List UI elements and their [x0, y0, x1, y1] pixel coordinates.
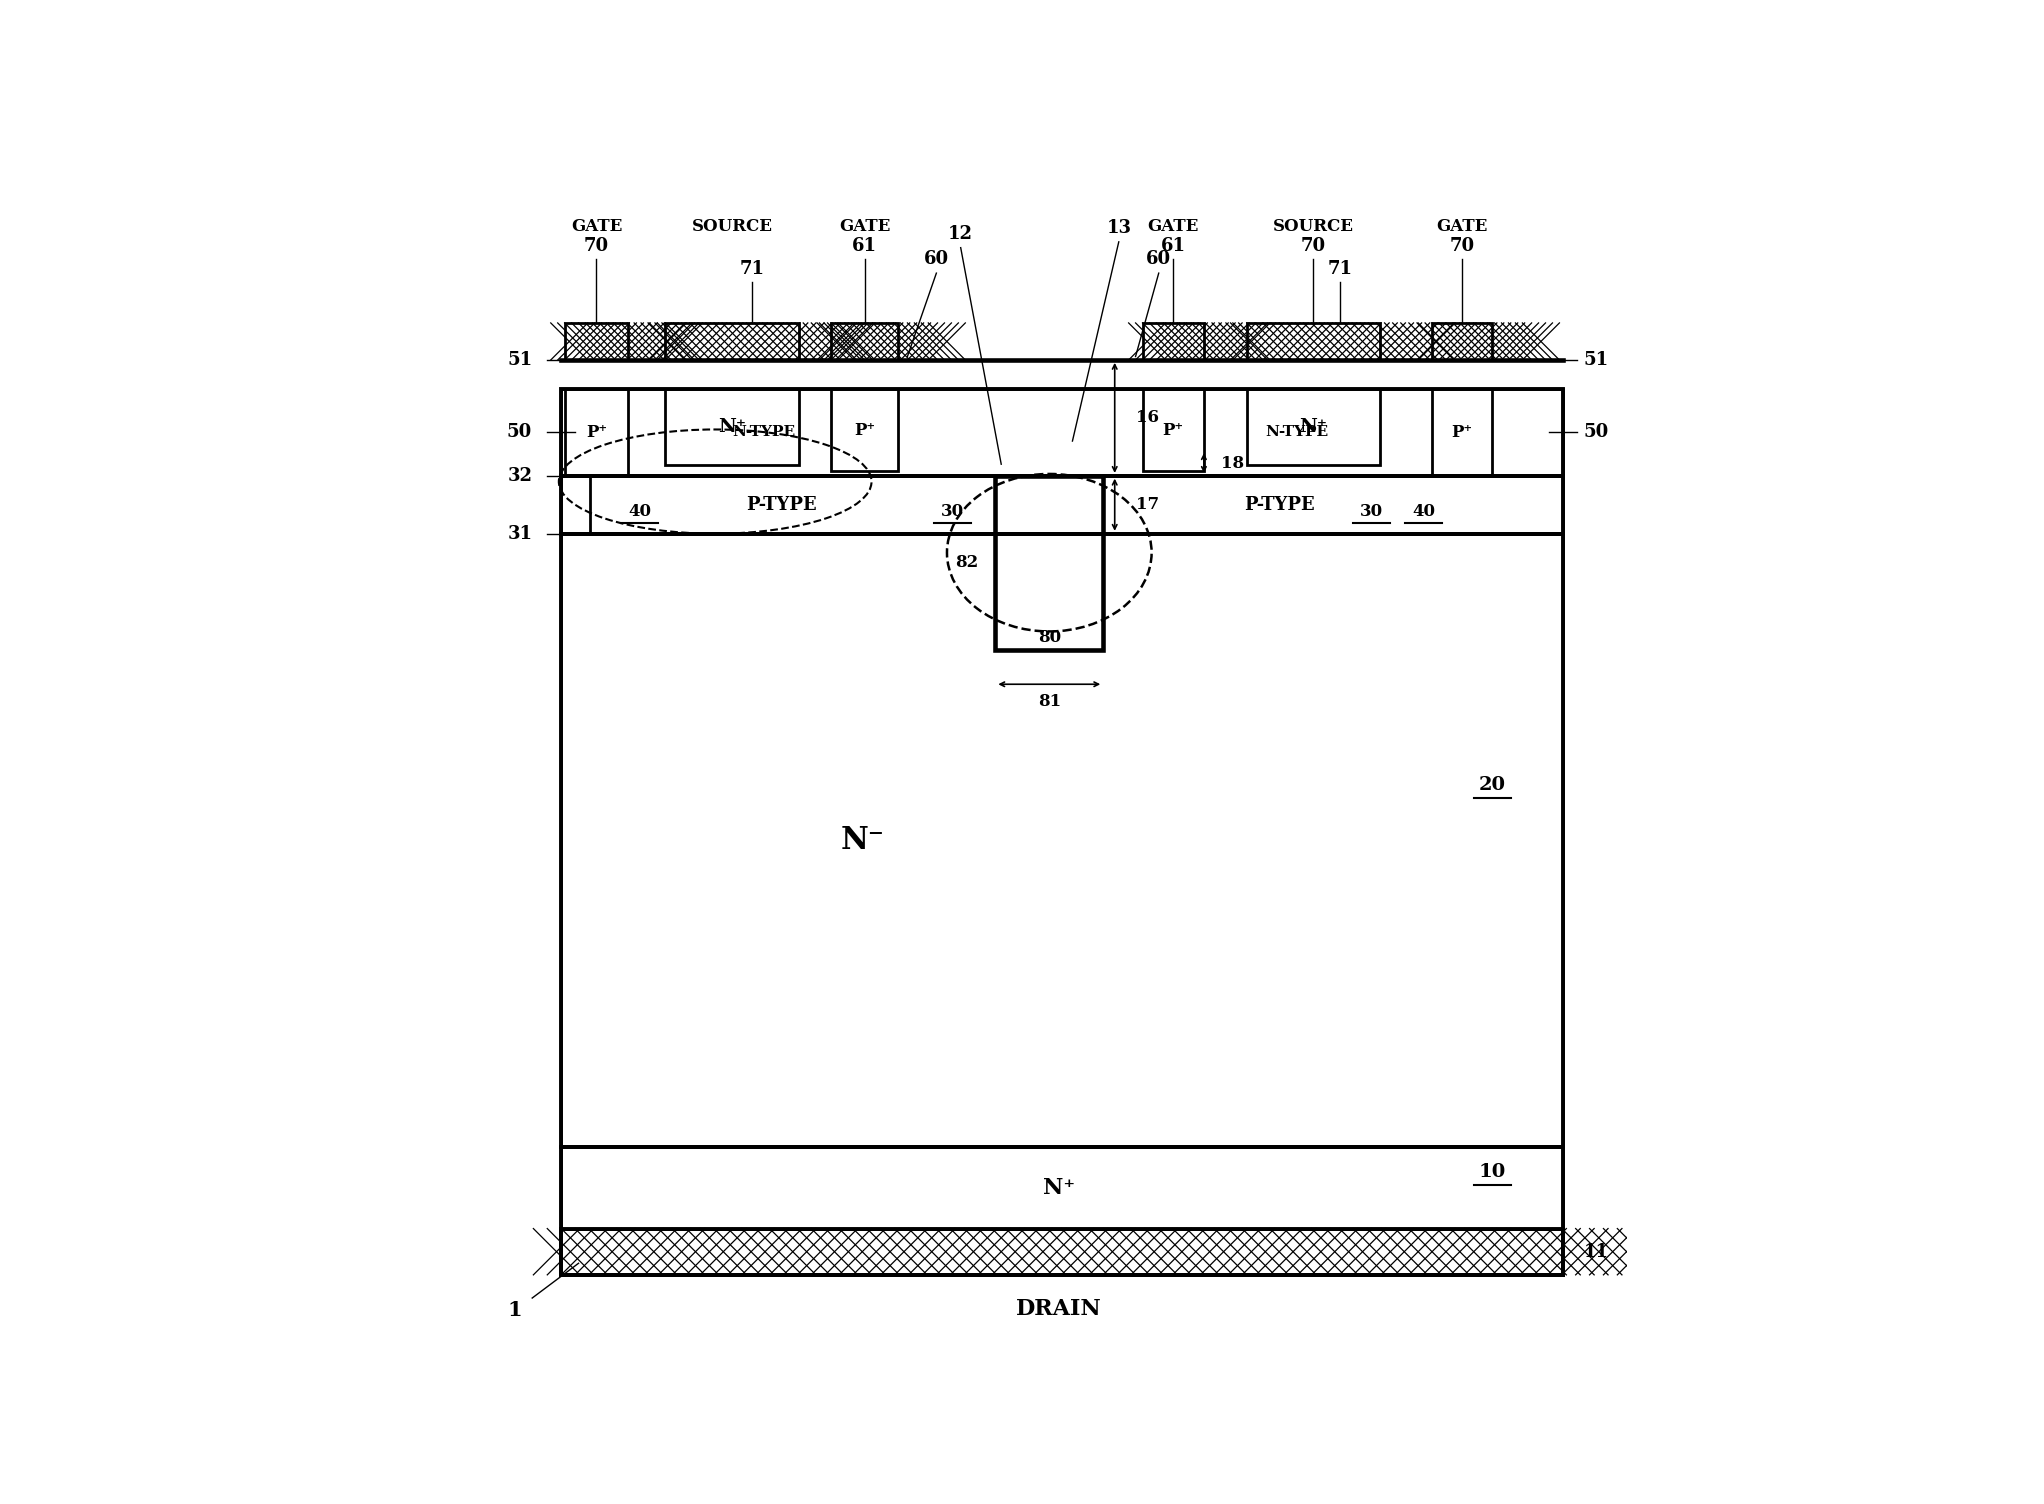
Text: 18: 18: [1220, 454, 1245, 472]
Bar: [564, 323, 628, 359]
Bar: [832, 323, 897, 359]
Bar: [1247, 323, 1380, 359]
Text: 51: 51: [1584, 350, 1609, 368]
Text: N⁺: N⁺: [1042, 1178, 1075, 1199]
Text: 40: 40: [628, 502, 652, 520]
Text: 17: 17: [1136, 496, 1159, 513]
Text: P-TYPE: P-TYPE: [1245, 496, 1314, 514]
Text: 70: 70: [585, 236, 609, 254]
Bar: [1433, 390, 1492, 475]
Bar: [562, 475, 1564, 534]
Text: N-TYPE: N-TYPE: [732, 426, 795, 439]
Text: 61: 61: [1161, 236, 1186, 254]
Text: P⁺: P⁺: [587, 424, 607, 441]
Text: 40: 40: [1412, 502, 1435, 520]
Text: 12: 12: [948, 226, 973, 244]
Text: P⁺: P⁺: [1451, 424, 1474, 441]
Text: 50: 50: [507, 423, 531, 441]
Text: 50: 50: [1584, 423, 1609, 441]
Bar: [1247, 390, 1380, 465]
Text: N⁻: N⁻: [840, 826, 885, 856]
Text: GATE: GATE: [1147, 218, 1200, 235]
Text: 60: 60: [1147, 251, 1171, 269]
Text: 51: 51: [507, 350, 531, 368]
Text: GATE: GATE: [838, 218, 891, 235]
Text: 31: 31: [507, 525, 531, 543]
Text: 16: 16: [1136, 409, 1159, 427]
Text: 80: 80: [1038, 629, 1061, 647]
Bar: [562, 1229, 1564, 1275]
Text: 30: 30: [940, 502, 965, 520]
Text: N-TYPE: N-TYPE: [1265, 426, 1329, 439]
Bar: [562, 1148, 1564, 1229]
Text: 71: 71: [740, 260, 764, 278]
Text: N⁺: N⁺: [717, 418, 746, 436]
Text: GATE: GATE: [570, 218, 621, 235]
Bar: [562, 390, 1564, 475]
Text: 1: 1: [507, 1299, 521, 1319]
Text: GATE: GATE: [1437, 218, 1488, 235]
Bar: [995, 475, 1104, 650]
Text: 60: 60: [924, 251, 948, 269]
Text: 70: 70: [1300, 236, 1327, 254]
Text: 70: 70: [1449, 236, 1474, 254]
Bar: [562, 534, 1564, 1148]
Bar: [562, 1229, 1564, 1275]
Bar: [562, 475, 1564, 534]
Bar: [1143, 390, 1204, 471]
Text: 82: 82: [955, 553, 979, 572]
Bar: [832, 390, 897, 471]
Text: DRAIN: DRAIN: [1016, 1298, 1102, 1321]
Text: 11: 11: [1584, 1242, 1609, 1260]
Text: P-TYPE: P-TYPE: [746, 496, 816, 514]
Text: 61: 61: [852, 236, 877, 254]
Text: P⁺: P⁺: [1163, 421, 1183, 439]
Text: SOURCE: SOURCE: [1273, 218, 1353, 235]
Bar: [562, 390, 1564, 475]
Text: 32: 32: [507, 466, 531, 484]
Text: P⁺: P⁺: [854, 421, 875, 439]
Text: 30: 30: [1359, 502, 1384, 520]
Bar: [562, 1148, 1564, 1229]
Bar: [1143, 323, 1204, 359]
Bar: [562, 1229, 1564, 1275]
Text: 13: 13: [1106, 220, 1130, 238]
Bar: [666, 390, 799, 465]
Bar: [564, 390, 628, 475]
Text: 81: 81: [1038, 693, 1061, 710]
Text: 71: 71: [1327, 260, 1353, 278]
Bar: [1433, 323, 1492, 359]
Text: SOURCE: SOURCE: [691, 218, 773, 235]
Bar: [666, 323, 799, 359]
Bar: [562, 534, 1564, 1148]
Text: 10: 10: [1478, 1163, 1506, 1181]
Text: N⁺: N⁺: [1300, 418, 1327, 436]
Text: 20: 20: [1478, 776, 1506, 794]
